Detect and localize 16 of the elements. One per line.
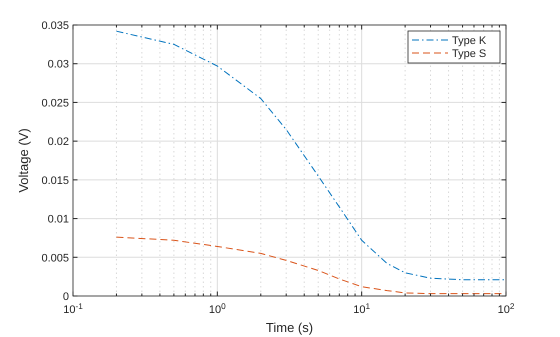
x-tick-label: 10$^{2}$: [498, 302, 515, 316]
y-axis-title: Voltage (V): [16, 128, 31, 193]
y-tick-label: 0.02: [48, 136, 69, 148]
x-tick-label: 10$^{-1}$: [63, 302, 84, 316]
legend-label: Type K: [452, 35, 487, 47]
y-tick-label: 0.015: [41, 174, 69, 187]
y-tick-label: 0: [62, 291, 69, 303]
y-tick-label: 0.01: [48, 214, 69, 226]
x-tick-label: 10$^{0}$: [208, 302, 226, 316]
legend-label: Type S: [452, 48, 486, 60]
y-tick-label: 0.035: [41, 20, 69, 32]
y-tick-label: 0.03: [48, 58, 69, 71]
y-tick-label: 0.025: [41, 97, 69, 110]
y-tick-label: 0.005: [41, 252, 69, 264]
x-axis-title: Time (s): [266, 320, 314, 335]
x-tick-label: 10$^{1}$: [353, 302, 370, 316]
